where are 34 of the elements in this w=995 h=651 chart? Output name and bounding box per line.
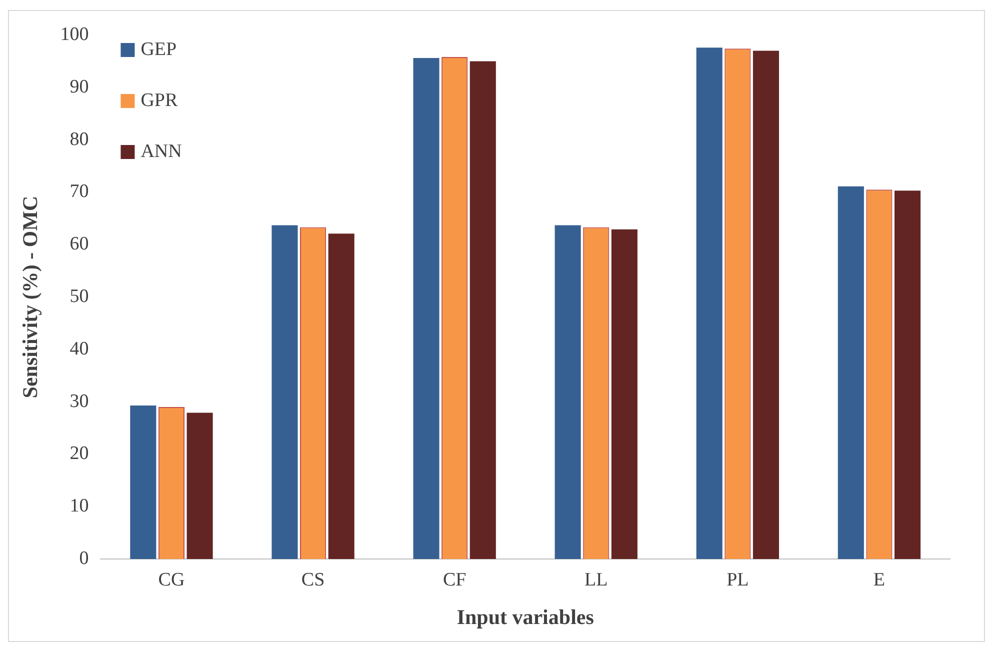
y-tick-label: 30 — [70, 390, 89, 412]
y-tick-label: 20 — [70, 443, 89, 464]
bar — [611, 229, 638, 559]
y-tick-label: 0 — [79, 548, 89, 569]
bar — [838, 186, 864, 559]
bar — [752, 50, 780, 559]
y-tick-label: 100 — [60, 24, 89, 45]
x-tick-label: LL — [584, 569, 608, 590]
bar — [272, 225, 298, 559]
y-tick-label: 90 — [70, 76, 89, 98]
x-axis-title: Input variables — [456, 604, 594, 629]
x-tick-label: CF — [442, 569, 466, 590]
y-tick-label: 40 — [70, 338, 89, 360]
bar — [130, 405, 156, 559]
bar — [696, 48, 722, 559]
legend-label: GEP — [140, 38, 177, 60]
bar — [186, 412, 213, 559]
y-tick-label: 60 — [70, 234, 89, 255]
x-tick-label: CS — [301, 569, 325, 590]
bar — [328, 234, 354, 559]
x-tick-label: CG — [158, 569, 185, 590]
bar — [554, 225, 581, 559]
x-tick-label: PL — [726, 569, 749, 590]
legend-label: GPR — [140, 90, 178, 111]
y-tick-label: 50 — [70, 286, 89, 307]
legend-label: ANN — [140, 140, 182, 162]
y-tick-label: 80 — [70, 128, 89, 150]
bar — [470, 61, 496, 559]
bar — [894, 190, 921, 559]
y-axis-title: Sensitivity (%) - OMC — [18, 196, 42, 398]
x-tick-label: E — [873, 569, 886, 590]
y-tick-label: 10 — [70, 496, 89, 517]
bar — [413, 58, 440, 559]
y-tick-label: 70 — [70, 181, 89, 202]
